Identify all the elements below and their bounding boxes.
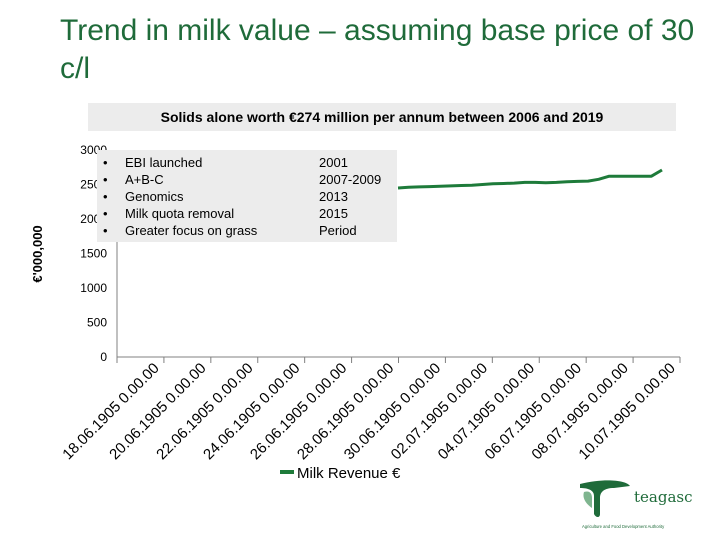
milestone-event: Genomics [103,188,257,205]
teagasc-logo: teagasc Agriculture and Food Development… [580,480,693,529]
logo-tagline: Agriculture and Food Development Authori… [582,524,665,529]
y-tick-label: 1500 [80,247,107,261]
logo-swoosh-icon [580,480,630,517]
logo-swoosh-light-icon [583,491,592,508]
legend-label: Milk Revenue € [297,465,401,482]
milestone-event: Greater focus on grass [103,222,257,239]
logo-text: teagasc [634,488,693,506]
series-line-milk-revenue [397,168,663,190]
chart-subtitle-text: Solids alone worth €274 million per annu… [160,109,604,125]
milestone-event: EBI launched [103,154,257,171]
y-axis-label: €'000,000 [30,225,45,282]
chart-subtitle: Solids alone worth €274 million per annu… [88,103,676,131]
slide-title: Trend in milk value – assuming base pric… [60,14,695,85]
milestone-events: EBI launched A+B-C Genomics Milk quota r… [103,154,257,239]
milestones-callout: EBI launched A+B-C Genomics Milk quota r… [97,150,397,242]
milestone-year: 2015 [319,206,348,221]
y-tick-label: 500 [87,316,107,330]
y-tick-label: 0 [100,350,107,364]
milestone-year: 2013 [319,189,348,204]
milestone-years: 2001 2007-2009 2013 2015 Period [319,154,381,239]
milestone-year: 2001 [319,155,348,170]
y-tick-label: 1000 [80,281,107,295]
milestone-year: 2007-2009 [319,172,382,187]
milestone-event: A+B-C [103,171,257,188]
milestone-event: Milk quota removal [103,205,257,222]
milestone-year: Period [319,223,357,238]
